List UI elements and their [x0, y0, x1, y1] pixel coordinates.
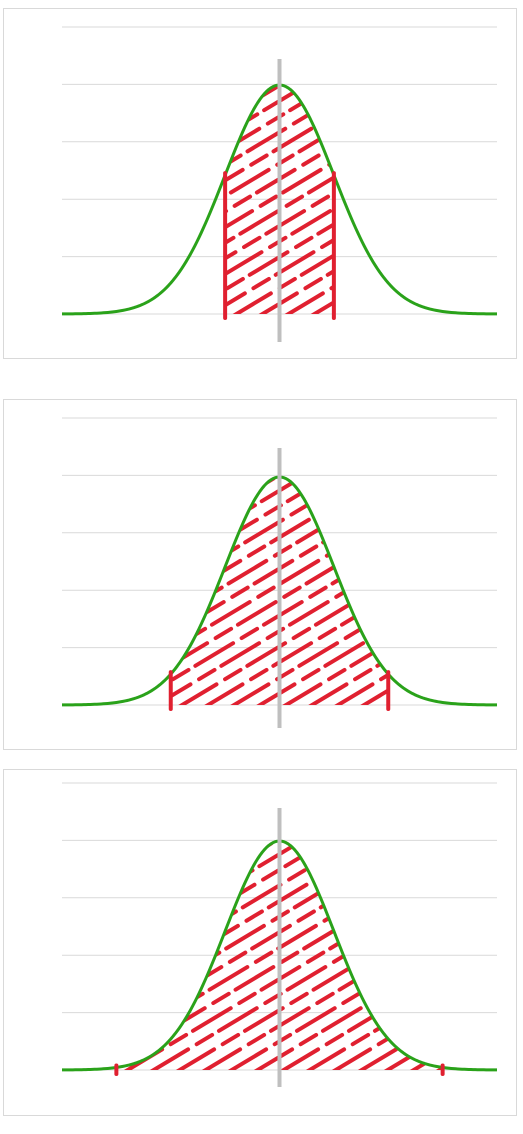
hatch-stroke: [4, 76, 113, 316]
hatch-stroke: [257, 85, 334, 314]
hatch-stroke: [174, 841, 443, 1070]
hatch-stroke: [465, 467, 518, 707]
hatch-stroke: [4, 76, 139, 316]
shaded-region: [4, 467, 518, 707]
hatch-stroke: [225, 85, 334, 314]
hatch-stroke: [116, 841, 443, 1070]
hatch-stroke: [384, 477, 389, 705]
hatch-stroke: [116, 841, 293, 1070]
hatch-stroke: [4, 832, 82, 1072]
hatch-stroke: [116, 841, 443, 1070]
hatch-stroke: [225, 85, 272, 314]
hatch-stroke: [4, 76, 191, 316]
hatch-stroke: [4, 467, 85, 707]
hatch-stroke: [415, 76, 518, 316]
chart-panel-1sd: [3, 8, 517, 359]
hatch-stroke: [4, 76, 217, 316]
hatch-stroke: [491, 467, 518, 707]
hatch-stroke: [225, 85, 334, 314]
hatch-stroke: [332, 477, 389, 705]
hatch-stroke: [413, 467, 518, 707]
hatch-stroke: [122, 841, 443, 1070]
hatch-stroke: [225, 85, 334, 314]
hatch-stroke: [200, 841, 443, 1070]
hatch-stroke: [4, 76, 35, 316]
hatch-stroke: [225, 85, 334, 314]
hatch-stroke: [170, 477, 373, 705]
chart-panel-3sd: [3, 769, 517, 1116]
chart-svg-3sd: [4, 782, 518, 1087]
hatch-stroke: [4, 76, 87, 316]
hatch-stroke: [225, 85, 334, 314]
hatch-stroke: [170, 477, 389, 705]
hatch-stroke: [382, 841, 443, 1070]
hatch-stroke: [4, 467, 163, 707]
hatch-stroke: [4, 76, 9, 316]
hatch-stroke: [225, 85, 246, 314]
hatch-stroke: [170, 477, 389, 705]
hatch-stroke: [4, 467, 7, 707]
hatch-stroke: [514, 832, 518, 1072]
hatch-stroke: [356, 841, 443, 1070]
hatch-stroke: [488, 832, 518, 1072]
hatch-stroke: [170, 477, 389, 705]
hatch-stroke: [337, 76, 518, 316]
hatch-stroke: [462, 832, 518, 1072]
hatch-stroke: [116, 841, 397, 1070]
hatch-stroke: [441, 76, 518, 316]
hatch-stroke: [116, 841, 137, 1070]
hatch-stroke: [4, 832, 108, 1072]
hatch-stroke: [4, 467, 111, 707]
hatch-stroke: [467, 76, 518, 316]
hatch-stroke: [4, 832, 30, 1072]
hatch-stroke: [170, 477, 191, 705]
hatch-stroke: [170, 477, 389, 705]
chart-panel-2sd: [3, 399, 517, 750]
shaded-region: [4, 76, 518, 316]
chart-svg-1sd: [4, 26, 518, 342]
hatch-stroke: [4, 467, 33, 707]
hatch-stroke: [408, 841, 443, 1070]
hatch-stroke: [116, 841, 423, 1070]
hatch-stroke: [517, 467, 518, 707]
hatch-stroke: [170, 477, 389, 705]
hatch-stroke: [389, 76, 518, 316]
hatch-stroke: [4, 832, 56, 1072]
shaded-region: [4, 832, 518, 1072]
hatch-stroke: [4, 467, 137, 707]
hatch-stroke: [4, 467, 59, 707]
hatch-stroke: [225, 85, 334, 314]
hatch-stroke: [116, 841, 267, 1070]
hatch-stroke: [4, 76, 61, 316]
hatch-stroke: [434, 841, 443, 1070]
hatch-stroke: [116, 841, 163, 1070]
hatch-stroke: [225, 85, 324, 314]
hatch-stroke: [225, 85, 334, 314]
hatch-stroke: [4, 76, 165, 316]
hatch-stroke: [493, 76, 518, 316]
hatch-stroke: [176, 477, 389, 705]
chart-svg-2sd: [4, 417, 518, 728]
hatch-stroke: [330, 841, 443, 1070]
hatch-stroke: [225, 85, 334, 314]
hatch-stroke: [439, 467, 518, 707]
hatch-stroke: [170, 477, 243, 705]
hatch-stroke: [116, 841, 241, 1070]
hatch-stroke: [170, 477, 269, 705]
hatch-stroke: [116, 841, 189, 1070]
hatch-stroke: [170, 477, 389, 705]
hatch-stroke: [148, 841, 443, 1070]
